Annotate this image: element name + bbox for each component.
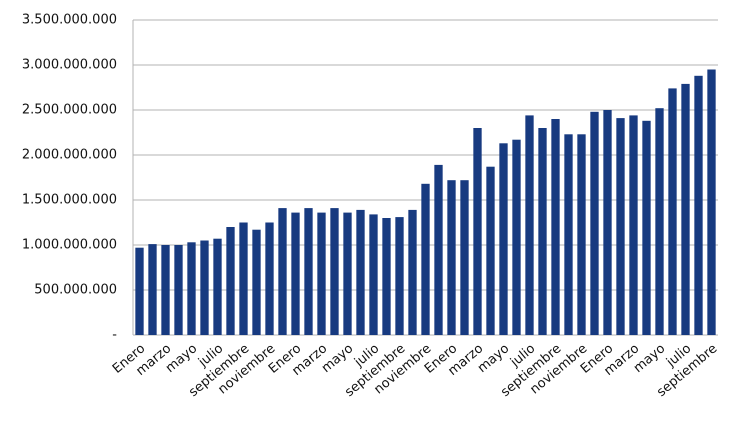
bar [330, 208, 339, 335]
bar [681, 83, 690, 336]
bar [187, 242, 196, 335]
bar [135, 247, 144, 335]
y-tick-label: 2.500.000.000 [22, 103, 117, 118]
bar [551, 119, 560, 335]
bar [525, 115, 534, 336]
y-tick-label: - [112, 328, 117, 343]
bar [408, 209, 417, 335]
bar [538, 128, 547, 335]
bar [564, 134, 573, 335]
bar [148, 244, 157, 335]
bar [629, 115, 638, 336]
bar [226, 227, 235, 335]
bar [161, 245, 170, 335]
bar [486, 166, 495, 335]
bar [694, 75, 703, 336]
bar [278, 208, 287, 335]
bar [421, 183, 430, 335]
y-tick-label: 1.000.000.000 [22, 238, 117, 253]
bar [356, 209, 365, 335]
bar [473, 128, 482, 335]
bar [252, 229, 261, 335]
bar [447, 180, 456, 335]
bar [213, 238, 222, 335]
y-tick-label: 3.500.000.000 [22, 13, 117, 28]
bar [317, 212, 326, 335]
y-tick-label: 3.000.000.000 [22, 58, 117, 73]
bar [707, 69, 716, 335]
bar [265, 222, 274, 335]
bar [668, 88, 677, 336]
bar [655, 108, 664, 335]
bar [304, 208, 313, 335]
bar [239, 222, 248, 335]
y-tick-label: 500.000.000 [34, 283, 117, 298]
bar [174, 245, 183, 335]
y-tick-label: 2.000.000.000 [22, 148, 117, 163]
bar [291, 212, 300, 335]
bar [577, 134, 586, 335]
bar [603, 110, 612, 335]
bar [590, 111, 599, 335]
bar [616, 118, 625, 335]
bar [642, 120, 651, 335]
bar [512, 139, 521, 335]
bar [343, 212, 352, 335]
bar [460, 180, 469, 335]
y-tick-label: 1.500.000.000 [22, 193, 117, 208]
bar [382, 218, 391, 335]
bar [369, 214, 378, 335]
bar [434, 164, 443, 335]
bar [395, 217, 404, 335]
bar [200, 240, 209, 335]
bar [499, 143, 508, 335]
